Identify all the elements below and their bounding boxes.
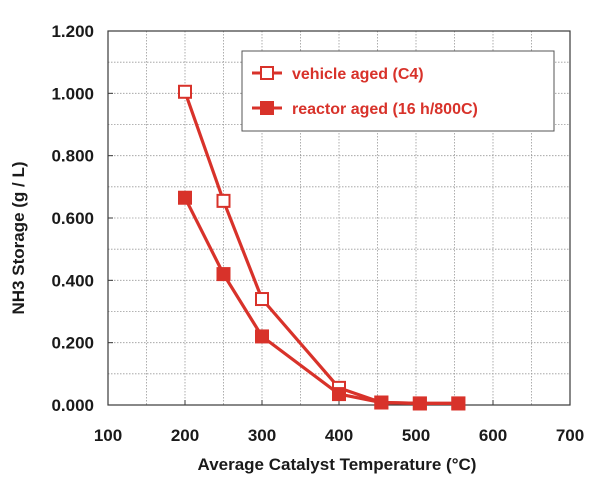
x-tick-label: 100 bbox=[94, 426, 122, 445]
data-point bbox=[451, 396, 466, 411]
legend-label: reactor aged (16 h/800C) bbox=[292, 101, 478, 118]
series-2 bbox=[178, 190, 466, 411]
data-point bbox=[178, 84, 192, 99]
legend-label: vehicle aged (C4) bbox=[292, 66, 424, 83]
legend-marker bbox=[260, 66, 274, 80]
data-point bbox=[178, 190, 192, 205]
x-tick-label: 400 bbox=[325, 426, 353, 445]
data-point bbox=[374, 395, 389, 410]
data-point bbox=[216, 267, 231, 282]
legend-item: reactor aged (16 h/800C) bbox=[252, 101, 478, 118]
y-tick-label: 1.200 bbox=[51, 22, 94, 41]
legend-marker bbox=[260, 101, 274, 115]
y-axis-title: NH3 Storage (g / L) bbox=[9, 161, 28, 314]
legend: vehicle aged (C4) reactor aged (16 h/800C… bbox=[241, 50, 555, 132]
data-point bbox=[216, 193, 231, 208]
data-point bbox=[412, 396, 427, 411]
y-tick-label: 1.000 bbox=[51, 84, 94, 103]
legend-box bbox=[241, 50, 555, 132]
x-tick-label: 600 bbox=[479, 426, 507, 445]
x-tick-label: 700 bbox=[556, 426, 584, 445]
axes: 100 200 300 400 500 600 700 0.000 0.200 0.400 0.60… bbox=[51, 22, 584, 445]
y-tick-label: 0.800 bbox=[51, 147, 94, 166]
y-tick-label: 0.400 bbox=[51, 271, 94, 290]
x-tick-label: 200 bbox=[171, 426, 199, 445]
y-tick-label: 0.000 bbox=[51, 396, 94, 415]
y-tick-label: 0.600 bbox=[51, 209, 94, 228]
data-point bbox=[255, 292, 269, 307]
data-point bbox=[255, 329, 269, 344]
x-axis-title: Average Catalyst Temperature (°C) bbox=[198, 455, 477, 474]
y-tick-label: 0.200 bbox=[51, 334, 94, 353]
x-tick-label: 500 bbox=[402, 426, 430, 445]
x-tick-label: 300 bbox=[248, 426, 276, 445]
legend-item: vehicle aged (C4) bbox=[252, 66, 424, 83]
series bbox=[178, 84, 466, 411]
data-point bbox=[332, 387, 346, 402]
